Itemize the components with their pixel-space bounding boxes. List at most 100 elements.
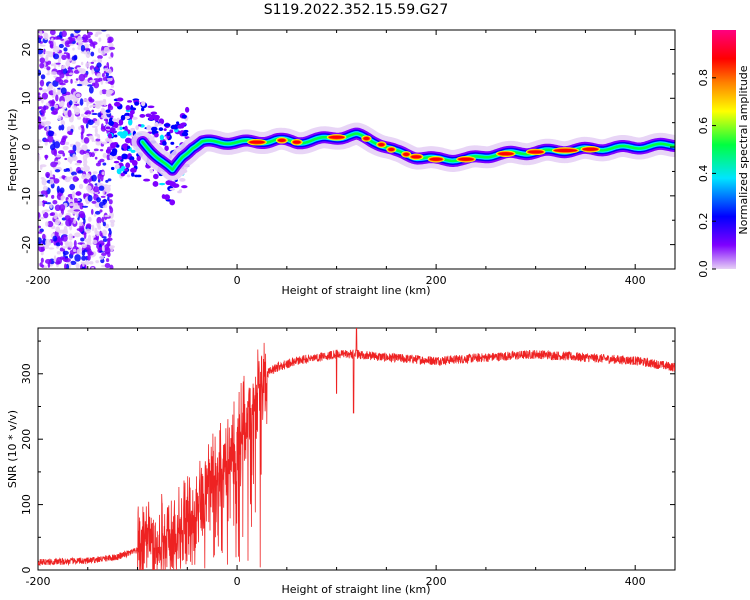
transition-speck <box>110 142 117 149</box>
noise-speck <box>68 149 75 154</box>
noise-speck <box>66 52 70 59</box>
noise-speck <box>81 173 88 180</box>
transition-speck <box>159 134 165 141</box>
colorbar: 0.0 0.2 0.4 0.6 0.8 Normalized spectral ampl… <box>697 30 750 278</box>
noise-speck <box>97 58 103 64</box>
noise-speck <box>75 191 81 196</box>
noise-speck <box>76 35 83 44</box>
noise-speck <box>101 89 108 95</box>
noise-speck <box>82 40 89 43</box>
noise-speck <box>88 86 94 94</box>
noise-speck <box>46 66 51 71</box>
noise-speck <box>75 78 79 81</box>
noise-speck <box>84 48 91 51</box>
noise-speck <box>54 218 61 226</box>
noise-speck <box>60 120 66 126</box>
noise-speck <box>40 121 47 127</box>
noise-speck <box>101 72 105 78</box>
noise-speck <box>83 218 86 225</box>
noise-speck <box>64 94 70 102</box>
noise-speck <box>40 190 48 195</box>
noise-speck <box>75 262 80 269</box>
ridge-hotspot-core <box>292 140 301 144</box>
ridge-hotspot-core <box>553 148 578 153</box>
noise-speck <box>100 195 106 198</box>
noise-speck <box>71 55 78 61</box>
noise-speck <box>40 251 44 256</box>
transition-speck <box>124 168 128 172</box>
snr-series-line <box>38 328 675 570</box>
noise-speck <box>109 205 112 210</box>
noise-speck <box>83 159 88 165</box>
noise-speck <box>91 68 95 75</box>
noise-speck <box>54 204 61 212</box>
noise-speck <box>87 234 92 241</box>
noise-speck <box>69 183 76 191</box>
transition-speck <box>161 194 166 199</box>
noise-speck <box>59 72 65 79</box>
transition-speck <box>126 145 131 150</box>
noise-speck <box>41 92 49 100</box>
noise-speck <box>99 209 103 213</box>
noise-speck <box>69 203 75 207</box>
noise-speck <box>108 228 112 232</box>
noise-speck <box>66 126 72 132</box>
noise-speck <box>72 47 75 51</box>
noise-speck <box>80 113 85 117</box>
noise-speck <box>81 255 87 261</box>
noise-speck <box>102 77 108 81</box>
noise-speck <box>50 143 56 151</box>
noise-speck <box>55 242 61 247</box>
noise-speck <box>62 145 69 151</box>
transition-speck <box>139 113 146 118</box>
noise-speck <box>92 239 98 245</box>
noise-speck <box>102 162 107 166</box>
noise-speck <box>107 178 112 182</box>
transition-speck <box>113 134 118 138</box>
noise-speck <box>85 50 91 59</box>
noise-speck <box>91 138 95 143</box>
noise-speck <box>71 60 77 65</box>
noise-speck <box>107 240 111 247</box>
noise-speck <box>81 126 85 134</box>
noise-speck <box>91 200 97 204</box>
noise-speck <box>60 38 64 41</box>
noise-speck <box>70 33 74 38</box>
noise-speck <box>76 83 83 87</box>
noise-speck <box>74 30 81 34</box>
noise-speck <box>97 178 101 183</box>
noise-speck <box>93 148 99 152</box>
noise-speck <box>91 112 98 116</box>
ridge-hotspot-core <box>249 140 265 144</box>
noise-speck <box>49 177 55 180</box>
transition-speck <box>109 154 113 161</box>
noise-speck <box>88 178 91 184</box>
snr-xtick-label: 200 <box>426 575 447 588</box>
transition-speck <box>110 166 115 171</box>
noise-speck <box>97 222 101 229</box>
noise-speck <box>98 37 102 42</box>
noise-speck <box>107 89 114 94</box>
noise-speck <box>85 62 90 68</box>
noise-speck <box>55 94 59 102</box>
noise-speck <box>84 115 88 119</box>
transition-speck <box>134 101 140 106</box>
noise-speck <box>91 266 95 269</box>
transition-speck <box>130 127 135 132</box>
noise-speck <box>63 47 68 52</box>
noise-speck <box>59 187 65 194</box>
transition-speck <box>113 160 120 164</box>
noise-speck <box>49 30 56 36</box>
noise-speck <box>76 228 83 232</box>
transition-speck <box>123 115 131 120</box>
noise-speck <box>95 260 100 264</box>
transition-speck <box>135 124 139 131</box>
noise-speck <box>50 233 54 238</box>
noise-speck <box>77 170 84 174</box>
noise-speck <box>87 31 93 36</box>
noise-speck <box>39 79 45 87</box>
transition-speck <box>112 118 117 122</box>
transition-speck <box>108 120 115 126</box>
colorbar-tick-label: 0.0 <box>697 260 710 278</box>
transition-speck <box>105 126 111 130</box>
